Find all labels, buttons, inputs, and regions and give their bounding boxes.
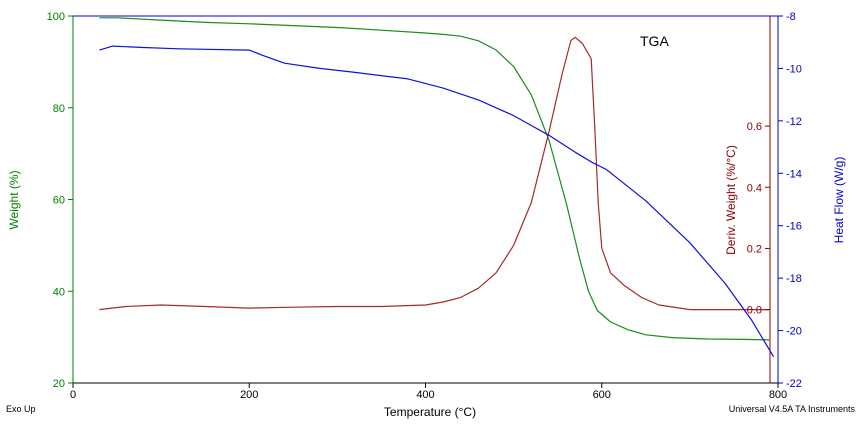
deriv-tick-label: 0.2	[747, 243, 762, 255]
heatflow-tick-label: -20	[786, 326, 802, 338]
heatflow-tick-label: -12	[786, 116, 802, 128]
weight-tick-label: 20	[53, 378, 65, 390]
deriv-series-line	[99, 36, 770, 311]
weight-tick-label: 100	[47, 11, 65, 23]
x-axis-title: Temperature (°C)	[384, 405, 476, 419]
footer-instrument: Universal V4.5A TA Instruments	[729, 404, 856, 414]
heatflow-tick-label: -14	[786, 168, 802, 180]
x-tick-label: 200	[240, 389, 258, 401]
x-tick-label: 0	[70, 389, 76, 401]
deriv-axis-title: Deriv. Weight (%/°C)	[724, 145, 738, 255]
x-tick-label: 800	[769, 389, 787, 401]
deriv-tick-label: 0.0	[747, 305, 762, 317]
deriv-tick-label: 0.4	[747, 182, 762, 194]
weight-tick-label: 40	[53, 286, 65, 298]
heatflow-axis-title: Heat Flow (W/g)	[832, 157, 846, 244]
heatflow-series-line	[99, 45, 775, 358]
deriv-tick-label: 0.6	[747, 121, 762, 133]
x-tick-label: 400	[416, 389, 434, 401]
heatflow-tick-label: -10	[786, 63, 802, 75]
weight-tick-label: 60	[53, 195, 65, 207]
weight-axis-title: Weight (%)	[7, 170, 21, 229]
plot-frame	[72, 15, 779, 384]
x-tick-label: 600	[593, 389, 611, 401]
weight-series-line	[99, 17, 770, 341]
heatflow-tick-label: -16	[786, 221, 802, 233]
series-layer	[99, 17, 775, 358]
heatflow-tick-label: -18	[786, 273, 802, 285]
ticks-layer: 0 200 400 600 800 20 40 60 80 100 0.0 0.2 0.4 0.6 -8 -1…	[47, 11, 802, 401]
chart-title: TGA	[640, 33, 669, 49]
heatflow-tick-label: -8	[786, 11, 796, 23]
heatflow-tick-label: -22	[786, 378, 802, 390]
footer-exo-up: Exo Up	[6, 404, 36, 414]
weight-tick-label: 80	[53, 103, 65, 115]
